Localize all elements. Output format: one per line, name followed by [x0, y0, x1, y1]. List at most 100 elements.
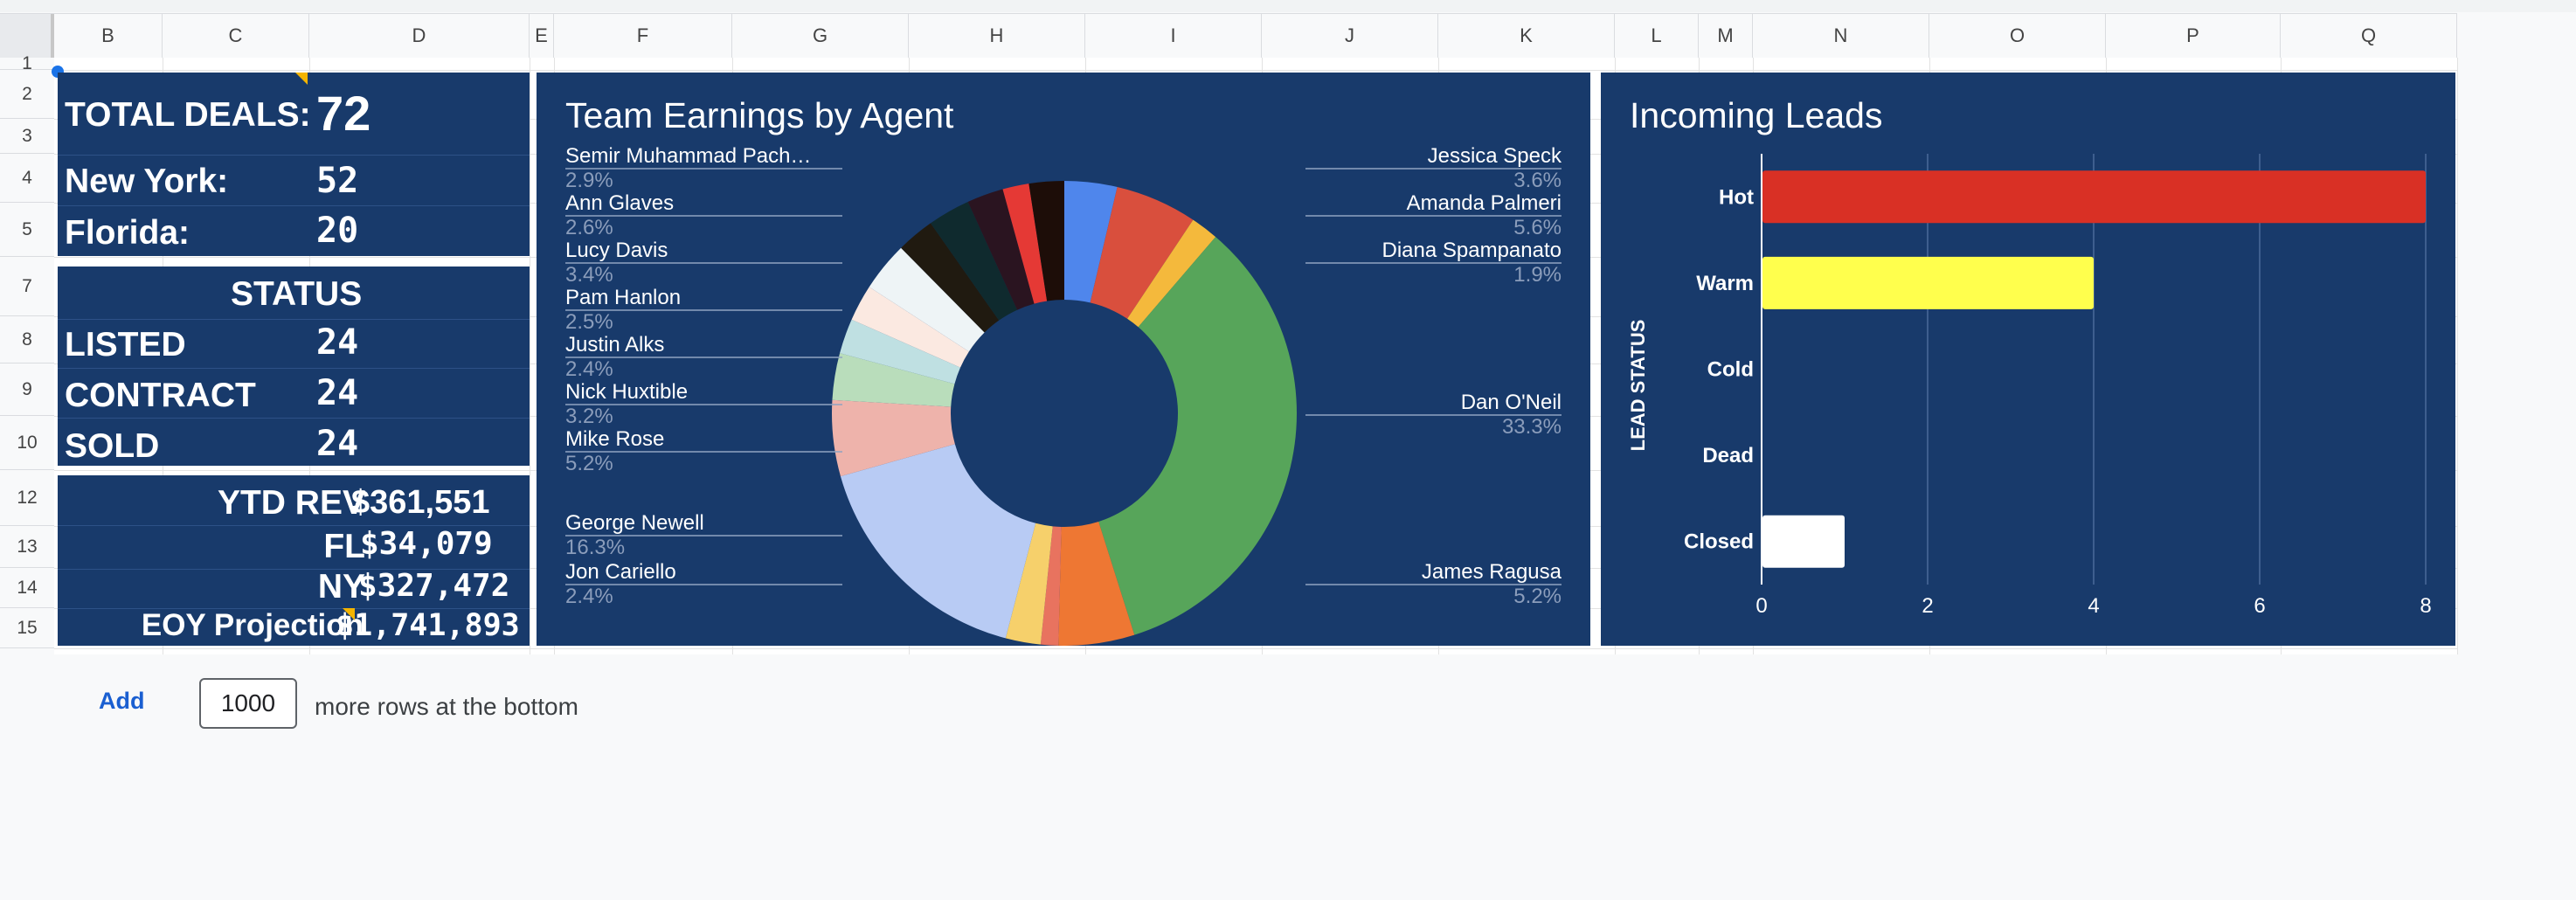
pie-slice[interactable] — [869, 247, 985, 352]
pie-label-name: Nick Huxtible — [565, 380, 689, 404]
x-tick-label: 4 — [2088, 594, 2099, 618]
pie-slice[interactable] — [1127, 219, 1216, 328]
ny-label: NY — [317, 568, 365, 606]
pie-slice[interactable] — [1040, 526, 1062, 646]
revenue-panel: YTD REV $361,551 FL $34,079 NY $327,472 … — [58, 475, 530, 646]
row-header-9[interactable]: 9 — [0, 363, 54, 416]
y-axis-title: LEAD STATUS — [1627, 320, 1649, 452]
bar-closed[interactable] — [1762, 515, 1845, 568]
ytd-rev-label: YTD REV — [217, 484, 365, 522]
pie-slice[interactable] — [1098, 237, 1297, 635]
row-header-3[interactable]: 3 — [0, 119, 54, 154]
column-header-E[interactable]: E — [530, 14, 554, 58]
row-header: 1 2 3 4 5 7 8 9 10 12 13 14 15 — [0, 54, 54, 654]
pie-label-percent: 1.9% — [1513, 263, 1562, 287]
column-header-H[interactable]: H — [909, 14, 1085, 58]
pie-slice[interactable] — [832, 399, 955, 477]
x-tick-label: 2 — [1922, 594, 1933, 618]
pie-slice[interactable] — [851, 287, 969, 368]
row-header-1[interactable]: 1 — [0, 54, 54, 73]
row-header-13[interactable]: 13 — [0, 526, 54, 568]
pie-slice[interactable] — [1090, 186, 1194, 319]
pie-slice[interactable] — [967, 189, 1035, 310]
florida-value: 20 — [316, 211, 359, 251]
fl-label: FL — [323, 528, 365, 565]
column-header-D[interactable]: D — [309, 14, 530, 58]
pie-label-percent: 2.9% — [565, 169, 613, 192]
bar-category-label: Warm — [1696, 272, 1754, 295]
sold-label: SOLD — [65, 427, 160, 465]
column-header-Q[interactable]: Q — [2281, 14, 2457, 58]
pie-slice[interactable] — [1002, 183, 1048, 304]
column-header-P[interactable]: P — [2106, 14, 2281, 58]
row-header-12[interactable]: 12 — [0, 470, 54, 526]
column-header-F[interactable]: F — [554, 14, 732, 58]
note-marker[interactable] — [343, 608, 355, 620]
fl-value: $34,079 — [360, 526, 493, 562]
bar-svg: 0 2 4 6 8 LEAD STATUS Hot Warm Cold Dead Closed — [1627, 154, 2432, 618]
row-header-4[interactable]: 4 — [0, 154, 54, 203]
pie-label-percent: 16.3% — [565, 536, 626, 559]
pie-label-name: Jessica Speck — [1427, 144, 1562, 168]
select-all-corner[interactable] — [0, 14, 54, 58]
add-rows-button[interactable]: Add — [99, 688, 145, 714]
bar-chart-title: Incoming Leads — [1630, 95, 1883, 135]
total-deals-value: 72 — [316, 86, 371, 141]
column-header-N[interactable]: N — [1753, 14, 1929, 58]
bar-category-label: Closed — [1684, 530, 1754, 554]
listed-label: LISTED — [65, 326, 186, 363]
pie-slice[interactable] — [1005, 523, 1053, 645]
pie-label-name: Diana Spampanato — [1381, 239, 1562, 262]
eoy-label: EOY Projection — [141, 608, 364, 642]
row-header-14[interactable]: 14 — [0, 568, 54, 608]
row-header-15[interactable]: 15 — [0, 608, 54, 648]
rows-count-input[interactable] — [199, 678, 297, 729]
pie-label-name: Amanda Palmeri — [1406, 191, 1562, 215]
florida-label: Florida: — [65, 214, 190, 252]
column-header-G[interactable]: G — [732, 14, 909, 58]
pie-label-name: James Ragusa — [1421, 560, 1562, 584]
pie-slice[interactable] — [840, 319, 961, 384]
deals-panel: TOTAL DEALS: 72 New York: 52 Florida: 20 — [58, 73, 530, 256]
pie-label-percent: 5.6% — [1513, 216, 1562, 239]
pie-slice[interactable] — [840, 444, 1036, 639]
x-tick-label: 0 — [1755, 594, 1767, 618]
pie-slice[interactable] — [1058, 521, 1135, 646]
row-header-7[interactable]: 7 — [0, 257, 54, 316]
x-tick-label: 6 — [2254, 594, 2265, 618]
column-header-C[interactable]: C — [163, 14, 309, 58]
pie-slice[interactable] — [1028, 181, 1064, 301]
donut-svg — [565, 168, 1562, 646]
column-header-I[interactable]: I — [1085, 14, 1262, 58]
column-header-M[interactable]: M — [1699, 14, 1753, 58]
pie-label-percent: 3.2% — [565, 405, 613, 428]
eoy-value: $1,741,893 — [336, 608, 520, 643]
pie-slice[interactable] — [1064, 181, 1118, 303]
new-york-value: 52 — [316, 161, 359, 201]
column-header-K[interactable]: K — [1438, 14, 1615, 58]
pie-label-name: Semir Muhammad Pach… — [565, 144, 812, 168]
pie-slice[interactable] — [832, 353, 955, 407]
leads-bar-chart[interactable]: Incoming Leads 0 2 4 6 8 LEAD STATUS Hot Warm Co… — [1601, 73, 2455, 646]
pie-slice[interactable] — [901, 223, 1000, 333]
column-header-L[interactable]: L — [1615, 14, 1699, 58]
pie-label-name: Jon Cariello — [565, 560, 676, 584]
pie-label-name: Pam Hanlon — [565, 286, 682, 309]
pie-label-percent: 2.4% — [565, 357, 613, 381]
bar-category-label: Cold — [1707, 358, 1754, 382]
pie-label-percent: 3.6% — [1513, 169, 1562, 192]
row-header-8[interactable]: 8 — [0, 316, 54, 363]
pie-label-name: Dan O'Neil — [1460, 391, 1562, 414]
note-marker[interactable] — [295, 73, 308, 85]
pie-slice[interactable] — [930, 201, 1018, 321]
column-header-O[interactable]: O — [1929, 14, 2106, 58]
column-header-B[interactable]: B — [54, 14, 163, 58]
row-header-10[interactable]: 10 — [0, 416, 54, 470]
donut-chart[interactable]: Team Earnings by Agent Semir Muhammad Pa… — [537, 73, 1590, 646]
bar-hot[interactable] — [1762, 170, 2426, 224]
row-header-2[interactable]: 2 — [0, 70, 54, 119]
pie-label-name: Mike Rose — [565, 427, 665, 451]
column-header-J[interactable]: J — [1262, 14, 1438, 58]
bar-warm[interactable] — [1762, 256, 2094, 309]
row-header-5[interactable]: 5 — [0, 203, 54, 257]
